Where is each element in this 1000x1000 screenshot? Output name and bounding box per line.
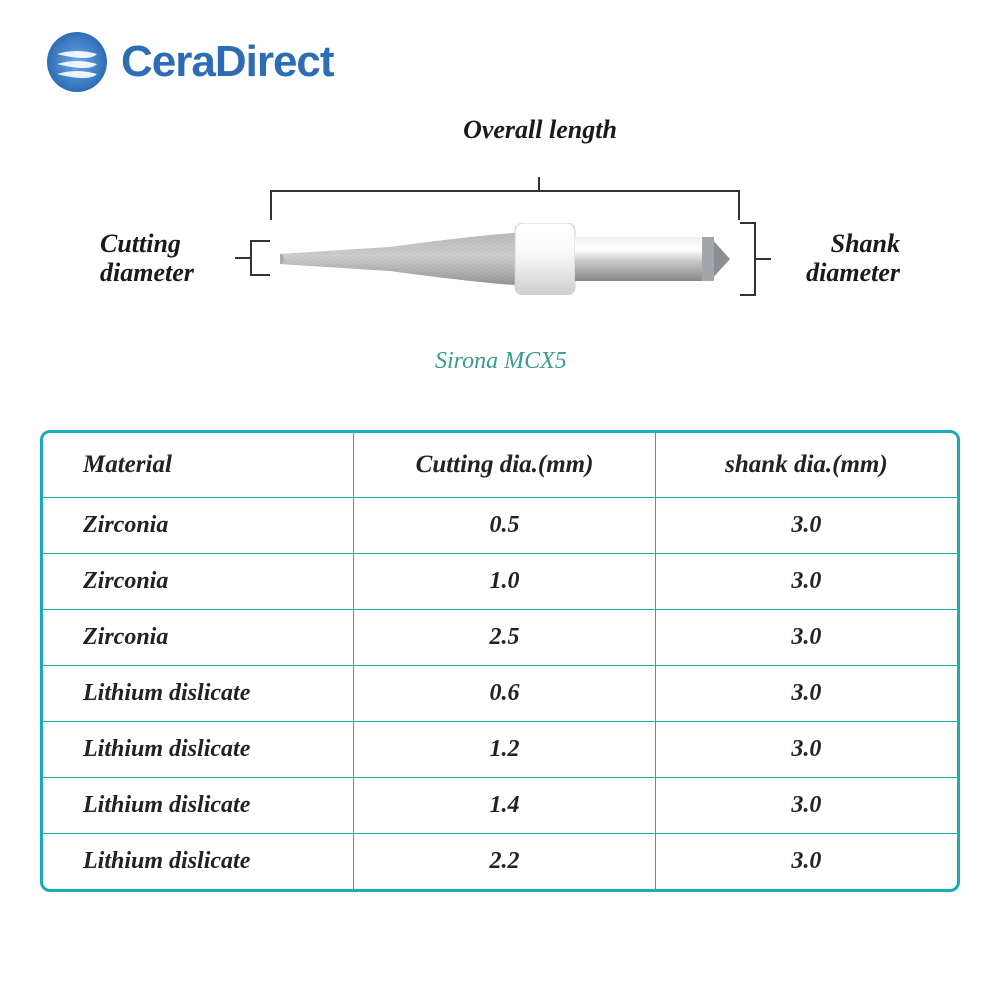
cell-material: Lithium dislicate	[43, 722, 354, 778]
table-row: Lithium dislicate 2.2 3.0	[43, 834, 957, 890]
bracket-shank-dia	[740, 222, 756, 296]
table-row: Zirconia 0.5 3.0	[43, 498, 957, 554]
table-row: Zirconia 2.5 3.0	[43, 610, 957, 666]
cell-cutting-dia: 2.5	[354, 610, 656, 666]
column-header: Cutting dia.(mm)	[354, 433, 656, 498]
cell-material: Lithium dislicate	[43, 778, 354, 834]
cell-cutting-dia: 1.4	[354, 778, 656, 834]
bracket-overall-length	[270, 190, 740, 220]
milling-burr-illustration	[280, 223, 730, 295]
specs-table: Material Cutting dia.(mm) shank dia.(mm)…	[40, 430, 960, 892]
cell-shank-dia: 3.0	[655, 610, 957, 666]
product-model-label: Sirona MCX5	[435, 348, 567, 375]
column-header: Material	[43, 433, 354, 498]
cell-shank-dia: 3.0	[655, 498, 957, 554]
cell-material: Zirconia	[43, 554, 354, 610]
cell-shank-dia: 3.0	[655, 778, 957, 834]
table-header-row: Material Cutting dia.(mm) shank dia.(mm)	[43, 433, 957, 498]
table-row: Zirconia 1.0 3.0	[43, 554, 957, 610]
cell-cutting-dia: 0.5	[354, 498, 656, 554]
cell-material: Zirconia	[43, 498, 354, 554]
cell-shank-dia: 3.0	[655, 722, 957, 778]
logo-text: CeraDirect	[121, 37, 334, 87]
logo-icon	[45, 30, 109, 94]
bracket-cutting-dia	[250, 240, 270, 276]
product-diagram: Overall length Cutting diameter Shank di…	[100, 115, 900, 375]
shank-diameter-label: Shank diameter	[760, 230, 900, 287]
table-row: Lithium dislicate 1.2 3.0	[43, 722, 957, 778]
cell-material: Lithium dislicate	[43, 834, 354, 890]
cell-cutting-dia: 1.2	[354, 722, 656, 778]
cell-shank-dia: 3.0	[655, 834, 957, 890]
table-row: Lithium dislicate 1.4 3.0	[43, 778, 957, 834]
cell-shank-dia: 3.0	[655, 666, 957, 722]
cell-material: Zirconia	[43, 610, 354, 666]
brand-logo: CeraDirect	[45, 30, 334, 94]
cutting-diameter-label: Cutting diameter	[100, 230, 230, 287]
column-header: shank dia.(mm)	[655, 433, 957, 498]
overall-length-label: Overall length	[460, 115, 620, 145]
cell-cutting-dia: 0.6	[354, 666, 656, 722]
specifications-table: Material Cutting dia.(mm) shank dia.(mm)…	[43, 433, 957, 889]
bracket-line	[756, 258, 771, 260]
cell-cutting-dia: 2.2	[354, 834, 656, 890]
bracket-line	[235, 257, 250, 259]
bracket-line	[538, 177, 540, 190]
table-row: Lithium dislicate 0.6 3.0	[43, 666, 957, 722]
cell-cutting-dia: 1.0	[354, 554, 656, 610]
cell-shank-dia: 3.0	[655, 554, 957, 610]
cell-material: Lithium dislicate	[43, 666, 354, 722]
